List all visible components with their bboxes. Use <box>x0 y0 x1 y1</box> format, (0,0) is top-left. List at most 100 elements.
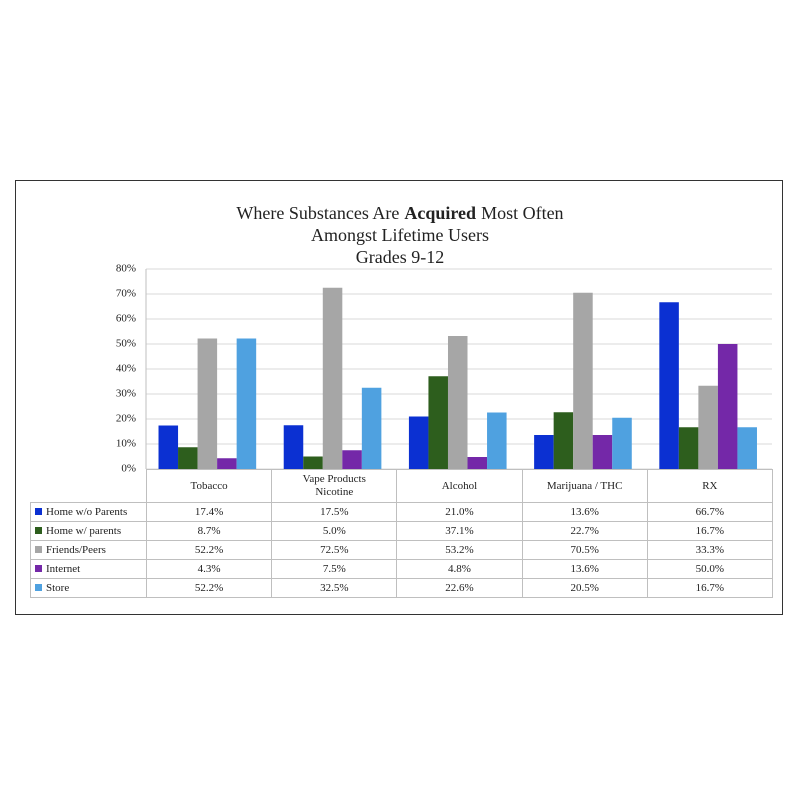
bar <box>447 336 468 469</box>
category-cell: Tobacco <box>145 469 273 503</box>
y-tick-label: 30% <box>116 388 136 400</box>
table-row: Friends/Peers 52.2% 72.5% 53.2% 70.5% 33.3% <box>30 540 773 560</box>
legend-swatch <box>35 527 42 534</box>
value-cell: 13.6% <box>521 559 648 579</box>
bar <box>197 338 218 469</box>
title-part: Most Often <box>481 203 564 223</box>
title-part: Acquired <box>404 203 476 223</box>
category-cell: Alcohol <box>396 469 523 503</box>
x-tick-label: Vape Products Nicotine <box>302 473 366 498</box>
x-tick-label: Marijuana / THC <box>546 479 623 492</box>
bar <box>487 412 507 469</box>
table-row: Internet 4.3% 7.5% 4.8% 13.6% 50.0% <box>30 559 773 579</box>
category-cell: Vape Products Nicotine <box>271 469 398 503</box>
x-tick-label: Tobacco <box>190 479 228 492</box>
bar <box>534 435 554 469</box>
title-part: Amongst Lifetime Users <box>311 225 489 245</box>
legend-cell: Friends/Peers <box>30 540 147 560</box>
value-cell: 17.4% <box>145 502 273 522</box>
category-cell: Marijuana / THC <box>521 469 648 503</box>
legend-label: Friends/Peers <box>46 544 106 556</box>
y-tick-label: 60% <box>116 313 136 325</box>
bar <box>553 412 574 469</box>
legend-label: Home w/o Parents <box>46 506 128 518</box>
bar <box>283 425 304 469</box>
legend-swatch <box>35 565 42 572</box>
bar <box>698 385 718 469</box>
bar <box>737 427 757 469</box>
legend-cell: Internet <box>30 559 147 579</box>
corner-cell <box>31 470 147 503</box>
value-cell: 17.5% <box>271 502 398 522</box>
legend-swatch <box>35 546 42 553</box>
bar <box>178 447 198 469</box>
bar <box>678 427 699 469</box>
y-tick-label: 50% <box>116 338 136 350</box>
x-tick-label: RX <box>702 479 718 492</box>
value-cell: 50.0% <box>646 559 773 579</box>
y-tick-label: 80% <box>116 263 136 275</box>
chart-title: Amongst Lifetime Users <box>311 225 489 245</box>
value-cell: 52.2% <box>145 578 273 598</box>
bar <box>217 458 237 469</box>
bar <box>303 456 323 469</box>
value-cell: 52.2% <box>145 540 273 560</box>
data-table: Tobacco Vape Products Nicotine Alcohol Mari… <box>30 469 773 598</box>
value-cell: 33.3% <box>646 540 773 560</box>
legend-label: Store <box>46 582 70 594</box>
bar <box>236 338 257 469</box>
bar <box>717 344 738 469</box>
title-part: Grades 9-12 <box>356 247 444 267</box>
legend-cell: Home w/ parents <box>30 521 147 541</box>
bar <box>573 292 593 469</box>
value-cell: 66.7% <box>646 502 773 522</box>
value-cell: 70.5% <box>521 540 648 560</box>
value-cell: 53.2% <box>396 540 523 560</box>
value-cell: 4.8% <box>396 559 523 579</box>
chart-title: Where Substances Are Acquired Most Often <box>236 203 563 223</box>
y-tick-label: 20% <box>116 413 136 425</box>
legend-swatch <box>35 508 42 515</box>
value-cell: 7.5% <box>271 559 398 579</box>
table-row: Home w/ parents 8.7% 5.0% 37.1% 22.7% 16.7% <box>30 521 773 541</box>
table-row: Store 52.2% 32.5% 22.6% 20.5% 16.7% <box>30 578 773 598</box>
bar <box>659 302 679 469</box>
legend-label: Internet <box>46 563 81 575</box>
bar <box>428 376 448 469</box>
value-cell: 16.7% <box>646 521 773 541</box>
table-row: Home w/o Parents 17.4% 17.5% 21.0% 13.6% 66.7… <box>30 502 773 522</box>
legend-cell: Store <box>30 578 147 598</box>
value-cell: 5.0% <box>271 521 398 541</box>
bar <box>612 417 632 469</box>
chart-title: Grades 9-12 <box>356 247 444 267</box>
title-part: Where Substances Are <box>236 203 399 223</box>
value-cell: 8.7% <box>145 521 273 541</box>
legend-label: Home w/ parents <box>46 525 122 537</box>
category-cell: RX <box>646 469 773 503</box>
bar <box>592 435 613 469</box>
bar <box>322 287 343 469</box>
bar <box>467 457 488 469</box>
value-cell: 16.7% <box>646 578 773 598</box>
x-tick-label: Alcohol <box>441 479 478 492</box>
y-tick-label: 0% <box>121 463 136 475</box>
value-cell: 20.5% <box>521 578 648 598</box>
value-cell: 21.0% <box>396 502 523 522</box>
bar <box>158 425 179 469</box>
value-cell: 72.5% <box>271 540 398 560</box>
y-tick-label: 10% <box>116 438 136 450</box>
value-cell: 13.6% <box>521 502 648 522</box>
y-tick-label: 40% <box>116 363 136 375</box>
legend-swatch <box>35 584 42 591</box>
value-cell: 22.6% <box>396 578 523 598</box>
y-tick-label: 70% <box>116 288 136 300</box>
bar <box>408 416 429 469</box>
chart-frame <box>15 180 783 615</box>
legend-cell: Home w/o Parents <box>30 502 147 522</box>
value-cell: 37.1% <box>396 521 523 541</box>
bar <box>361 387 382 469</box>
value-cell: 4.3% <box>145 559 273 579</box>
header-row: Tobacco Vape Products Nicotine Alcohol Mari… <box>31 469 773 503</box>
